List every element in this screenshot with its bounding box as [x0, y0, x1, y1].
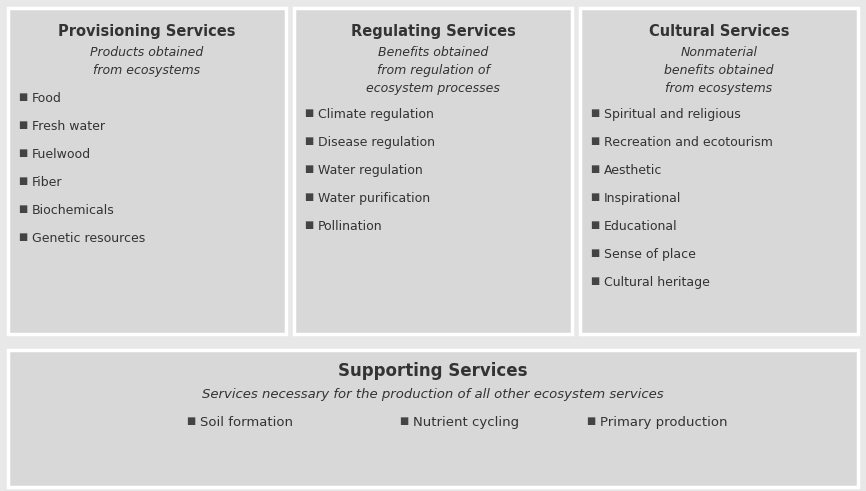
Text: Educational: Educational [604, 220, 677, 233]
Text: Biochemicals: Biochemicals [32, 204, 115, 217]
Text: ■: ■ [590, 220, 599, 230]
Text: ■: ■ [18, 92, 27, 102]
Text: ■: ■ [304, 164, 313, 174]
Text: Genetic resources: Genetic resources [32, 232, 145, 245]
Text: ■: ■ [18, 232, 27, 242]
Text: Cultural heritage: Cultural heritage [604, 276, 710, 289]
FancyBboxPatch shape [8, 8, 286, 334]
Text: ■: ■ [399, 416, 408, 426]
Text: Inspirational: Inspirational [604, 192, 682, 205]
Text: Regulating Services: Regulating Services [351, 24, 515, 39]
Text: Benefits obtained
from regulation of
ecosystem processes: Benefits obtained from regulation of eco… [366, 46, 500, 95]
Text: Nutrient cycling: Nutrient cycling [413, 416, 519, 429]
Text: Soil formation: Soil formation [201, 416, 294, 429]
Text: ■: ■ [586, 416, 595, 426]
Text: Water purification: Water purification [318, 192, 430, 205]
Text: ■: ■ [304, 220, 313, 230]
Text: Disease regulation: Disease regulation [318, 136, 435, 149]
Text: ■: ■ [18, 176, 27, 186]
Text: ■: ■ [590, 248, 599, 258]
Text: ■: ■ [18, 148, 27, 158]
Text: ■: ■ [186, 416, 196, 426]
Text: Food: Food [32, 92, 61, 105]
FancyBboxPatch shape [294, 8, 572, 334]
Text: ■: ■ [590, 192, 599, 202]
Text: Fuelwood: Fuelwood [32, 148, 91, 161]
Text: Services necessary for the production of all other ecosystem services: Services necessary for the production of… [202, 388, 664, 401]
FancyBboxPatch shape [8, 350, 858, 487]
Text: Spiritual and religious: Spiritual and religious [604, 108, 740, 121]
Text: Nonmaterial
benefits obtained
from ecosystems: Nonmaterial benefits obtained from ecosy… [664, 46, 773, 95]
Text: Pollination: Pollination [318, 220, 383, 233]
Text: Products obtained
from ecosystems: Products obtained from ecosystems [90, 46, 204, 77]
Text: Cultural Services: Cultural Services [649, 24, 789, 39]
Text: ■: ■ [590, 276, 599, 286]
Text: Provisioning Services: Provisioning Services [58, 24, 236, 39]
Text: ■: ■ [304, 192, 313, 202]
Text: ■: ■ [590, 108, 599, 118]
Text: ■: ■ [304, 108, 313, 118]
FancyBboxPatch shape [580, 8, 858, 334]
Text: ■: ■ [590, 164, 599, 174]
Text: Supporting Services: Supporting Services [339, 362, 527, 380]
Text: ■: ■ [590, 136, 599, 146]
Text: ■: ■ [304, 136, 313, 146]
Text: Sense of place: Sense of place [604, 248, 696, 261]
Text: Fiber: Fiber [32, 176, 62, 189]
Text: ■: ■ [18, 120, 27, 130]
Text: Recreation and ecotourism: Recreation and ecotourism [604, 136, 772, 149]
Text: Water regulation: Water regulation [318, 164, 423, 177]
Text: ■: ■ [18, 204, 27, 214]
Text: Aesthetic: Aesthetic [604, 164, 662, 177]
Text: Primary production: Primary production [600, 416, 727, 429]
Text: Climate regulation: Climate regulation [318, 108, 434, 121]
Text: Fresh water: Fresh water [32, 120, 105, 133]
